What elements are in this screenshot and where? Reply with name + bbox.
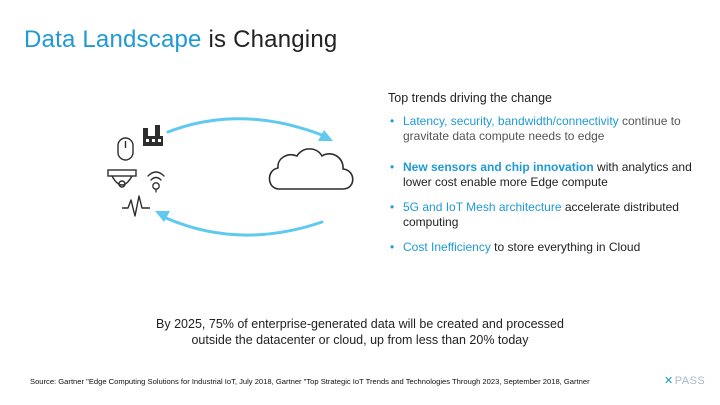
logo-text: PASS (674, 375, 706, 387)
source-citation: Source: Gartner "Edge Computing Solution… (30, 377, 590, 386)
title-rest: is Changing (201, 26, 338, 53)
trend-text: to store everything in Cloud (490, 240, 641, 254)
trend-text: accelerate distributed computing (403, 200, 679, 229)
data-flow-arrows (155, 117, 333, 237)
list-item: New sensors and chip innovation with ana… (388, 160, 708, 190)
trend-accent: Cost Inefficiency (403, 240, 491, 254)
trends-list: Latency, security, bandwidth/connectivit… (388, 114, 708, 265)
trend-text: continue to gravitate data compute needs… (403, 114, 681, 143)
heartbeat-icon (122, 195, 150, 217)
mouse-icon (117, 137, 134, 161)
arrow-to-devices (164, 216, 324, 237)
logo-mark-icon: ✕ (664, 375, 674, 387)
trend-accent: New sensors and chip innovation (403, 160, 594, 174)
list-item: Latency, security, bandwidth/connectivit… (388, 114, 708, 144)
list-item: Cost Inefficiency to store everything in… (388, 240, 708, 255)
title-accent: Data Landscape (24, 26, 202, 53)
trend-accent: 5G and IoT Mesh architecture (403, 200, 562, 214)
security-camera-icon (107, 169, 137, 188)
cloud-icon (268, 148, 354, 190)
trends-heading: Top trends driving the change (388, 91, 552, 105)
brand-logo: ✕PASS (664, 374, 705, 387)
arrow-to-devices-head (155, 211, 170, 222)
slide-title: Data Landscape is Changing (24, 26, 337, 54)
list-item: 5G and IoT Mesh architecture accelerate … (388, 200, 708, 230)
arrow-to-cloud-head (318, 130, 333, 141)
trend-accent: Latency, security, bandwidth/connectivit… (403, 114, 619, 128)
summary-statement: By 2025, 75% of enterprise-generated dat… (156, 317, 564, 347)
trend-text: with analytics and lower cost enable mor… (403, 160, 692, 189)
factory-icon (143, 125, 163, 146)
arrow-to-cloud (166, 117, 324, 137)
smart-lightbulb-icon (147, 171, 165, 193)
